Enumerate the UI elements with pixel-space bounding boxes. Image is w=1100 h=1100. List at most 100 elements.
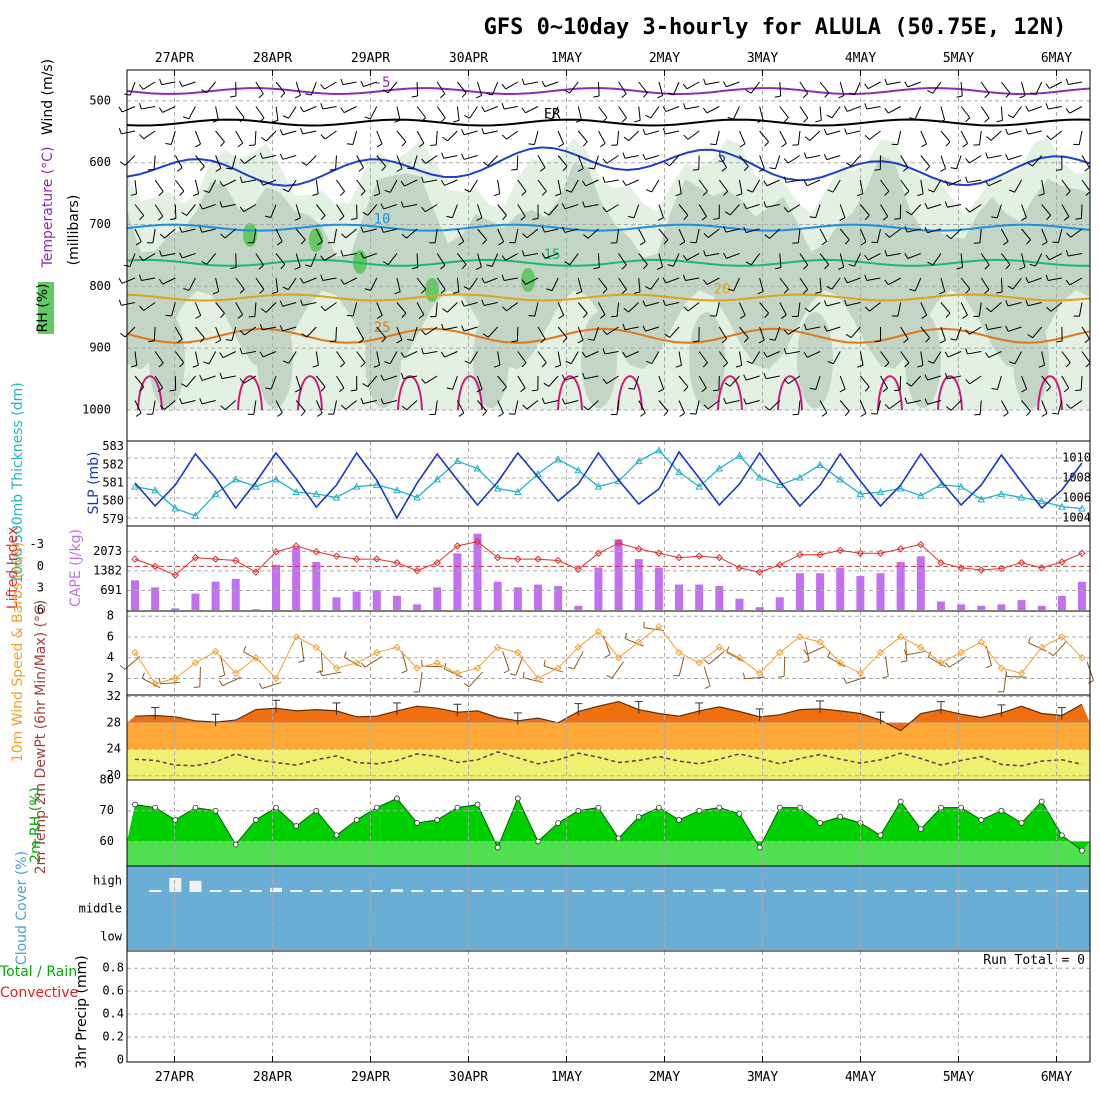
wind-barb bbox=[894, 375, 902, 392]
wind-barb bbox=[440, 179, 458, 186]
wind10m-marker bbox=[755, 669, 764, 677]
wind-barb bbox=[360, 252, 377, 259]
wind-barb bbox=[1045, 253, 1063, 261]
wind-barb bbox=[356, 326, 365, 344]
slp-thickness-panel: 1004 1006 1008 1010 579 580 581 582 583 1000-500m… bbox=[10, 382, 1091, 583]
wind-barb bbox=[939, 326, 946, 344]
wind-barb bbox=[230, 253, 237, 270]
wind-barb bbox=[845, 155, 861, 167]
rh2m-line bbox=[134, 797, 1083, 851]
wind-barb bbox=[859, 204, 870, 221]
wind-barb bbox=[623, 302, 640, 313]
wind-barb bbox=[864, 81, 881, 90]
wind-barb bbox=[838, 81, 845, 99]
wind10m-marker bbox=[715, 643, 724, 652]
wind-barb bbox=[347, 302, 358, 317]
wind-barb bbox=[779, 302, 787, 319]
wind-barb bbox=[1021, 228, 1031, 245]
lifted-index-axis-label: Lifted Index bbox=[5, 527, 21, 609]
lifted-index-marker bbox=[856, 549, 865, 557]
wind-barb bbox=[1007, 106, 1022, 119]
wind-barb bbox=[475, 253, 482, 270]
wind10m-barb bbox=[1028, 636, 1047, 652]
tick-label: 800 bbox=[89, 279, 111, 293]
wind10m-marker bbox=[997, 664, 1006, 672]
wind-barb bbox=[283, 351, 297, 364]
lifted-index-marker bbox=[755, 568, 764, 576]
wind10m-barb bbox=[903, 649, 926, 656]
temp-minmax-bar bbox=[816, 700, 825, 713]
wind-barb bbox=[904, 81, 921, 88]
wind-barb bbox=[421, 204, 438, 213]
wind-barb bbox=[430, 130, 438, 146]
rh2m-base-area bbox=[127, 841, 1090, 866]
cloud-background bbox=[127, 866, 1090, 950]
wind10m-barb bbox=[141, 672, 161, 689]
wind-barb bbox=[759, 130, 769, 147]
wind-barb bbox=[493, 179, 501, 197]
wind10m-marker bbox=[796, 633, 804, 641]
wind-barb bbox=[703, 400, 720, 410]
wind-barb bbox=[845, 326, 861, 338]
wind-barb bbox=[1075, 375, 1083, 391]
wind-barb bbox=[275, 81, 286, 98]
wind-barb bbox=[1052, 228, 1063, 244]
wind-barb bbox=[456, 81, 467, 98]
rh2m-marker bbox=[474, 801, 481, 808]
wind-barb bbox=[904, 253, 921, 259]
wind-barb bbox=[406, 326, 418, 341]
wind-barb bbox=[261, 302, 277, 313]
wind-barb bbox=[783, 326, 801, 335]
thickness-marker bbox=[513, 488, 522, 496]
wind-barb bbox=[139, 274, 156, 281]
wind10m-marker bbox=[151, 679, 159, 688]
wind-barb bbox=[803, 179, 821, 187]
wind-barb bbox=[203, 179, 217, 193]
wind-barb bbox=[400, 372, 418, 380]
wind-barb bbox=[517, 179, 527, 196]
tick-label: 900 bbox=[89, 341, 111, 355]
date-label-top: 4MAY bbox=[845, 51, 876, 66]
wind-barb bbox=[598, 106, 608, 123]
wind-barb bbox=[300, 128, 317, 135]
wind-barb bbox=[517, 351, 527, 368]
wind-barb bbox=[1065, 106, 1083, 114]
wind-barb bbox=[735, 351, 743, 368]
wind-barb bbox=[703, 228, 720, 238]
wind-barb bbox=[792, 228, 801, 244]
wind-barb bbox=[159, 78, 176, 86]
temp-minmax-bar bbox=[634, 701, 643, 714]
lifted-index-marker bbox=[574, 565, 582, 573]
wind-barb bbox=[282, 277, 297, 291]
wind10m-marker bbox=[816, 638, 824, 646]
cloud-high-bar bbox=[1076, 890, 1088, 892]
lifted-index-marker bbox=[352, 555, 361, 563]
wind-barb bbox=[634, 277, 641, 294]
wind-barb bbox=[1041, 204, 1051, 221]
rh2m-marker bbox=[676, 817, 682, 823]
wind-barb bbox=[235, 106, 245, 123]
wind-barb bbox=[315, 400, 323, 417]
wind-barb bbox=[724, 204, 740, 216]
cape-bar bbox=[594, 567, 603, 610]
wind-barb bbox=[678, 228, 686, 246]
date-label-bottom: 1MAY bbox=[551, 1070, 582, 1085]
wind10m-marker bbox=[1017, 669, 1026, 677]
wind-barb bbox=[1025, 105, 1042, 112]
thickness-marker bbox=[393, 486, 401, 494]
wind-barb bbox=[723, 397, 740, 405]
wind-barb bbox=[871, 228, 881, 244]
tick-label: 583 bbox=[102, 439, 124, 453]
wind-barb bbox=[1065, 78, 1083, 85]
temp-minmax-bar bbox=[513, 712, 522, 725]
wind-barb bbox=[416, 302, 425, 319]
isotherm-30-loop bbox=[937, 375, 963, 411]
tick-label: 1004 bbox=[1062, 511, 1091, 525]
wind-barb bbox=[239, 375, 257, 384]
rh-legend-swatch bbox=[38, 282, 54, 334]
wind-barb bbox=[838, 253, 845, 270]
wind-barb bbox=[924, 398, 942, 405]
wind-barb bbox=[864, 253, 881, 261]
slp-axis-label: SLP (mb) bbox=[86, 451, 102, 514]
rh-high-cell bbox=[309, 228, 323, 252]
